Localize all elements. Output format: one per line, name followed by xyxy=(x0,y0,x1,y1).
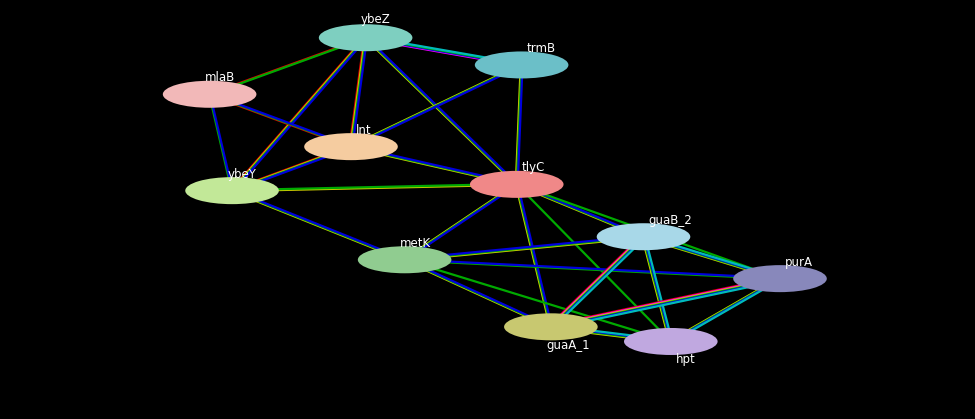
Text: guaA_1: guaA_1 xyxy=(546,339,590,352)
Text: hpt: hpt xyxy=(676,353,695,366)
Ellipse shape xyxy=(733,265,827,292)
Ellipse shape xyxy=(597,223,690,250)
Ellipse shape xyxy=(475,52,568,78)
Text: purA: purA xyxy=(785,256,813,269)
Ellipse shape xyxy=(319,24,412,51)
Text: ybeY: ybeY xyxy=(227,168,256,181)
Text: metK: metK xyxy=(400,237,431,250)
Ellipse shape xyxy=(358,246,451,273)
Text: tlyC: tlyC xyxy=(522,161,545,174)
Ellipse shape xyxy=(470,171,564,198)
Ellipse shape xyxy=(304,133,398,160)
Ellipse shape xyxy=(163,81,256,108)
Text: trmB: trmB xyxy=(526,41,556,54)
Text: guaB_2: guaB_2 xyxy=(648,214,692,227)
Ellipse shape xyxy=(624,328,718,355)
Text: ybeZ: ybeZ xyxy=(361,13,391,26)
Ellipse shape xyxy=(185,177,279,204)
Text: lnt: lnt xyxy=(356,124,371,137)
Ellipse shape xyxy=(504,313,598,340)
Text: mlaB: mlaB xyxy=(205,71,235,84)
